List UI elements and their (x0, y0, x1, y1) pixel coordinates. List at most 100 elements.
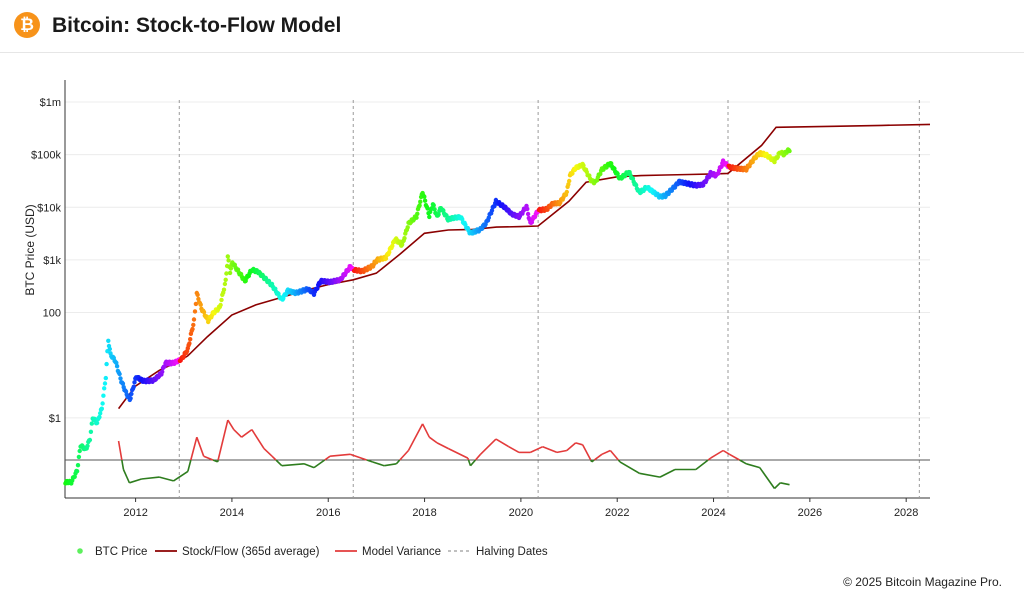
btc-price-point (598, 171, 603, 177)
stock-to-flow-line (117, 123, 931, 410)
x-tick-label: 2020 (509, 507, 533, 519)
copyright-footer: © 2025 Bitcoin Magazine Pro. (843, 575, 1002, 589)
page-title: Bitcoin: Stock-to-Flow Model (52, 14, 342, 37)
btc-price-point (85, 443, 90, 449)
variance-segment (773, 482, 781, 490)
variance-segment (428, 436, 438, 444)
variance-segment (593, 453, 603, 461)
y-axis-label: BTC Price (USD) (23, 204, 37, 295)
x-tick-label: 2012 (123, 507, 147, 519)
bitcoin-logo-icon: ₿ (14, 12, 40, 38)
y-tick-label: $10k (37, 202, 61, 214)
variance-segment (530, 445, 544, 454)
x-tick-label: 2018 (412, 507, 436, 519)
btc-price-point (431, 203, 436, 208)
btc-price-point (221, 287, 227, 292)
x-tick-label: 2014 (220, 507, 244, 519)
variance-segment (407, 423, 424, 451)
variance-segment (479, 438, 497, 455)
variance-segment (436, 442, 449, 450)
btc-price-point (128, 396, 133, 401)
variance-segment (421, 423, 431, 438)
btc-price-point (436, 212, 441, 217)
variance-segment (117, 440, 123, 461)
btc-price-point (195, 292, 200, 297)
variance-segment (448, 447, 469, 459)
btc-price-point (131, 384, 136, 389)
legend-halving-label: Halving Dates (476, 546, 548, 558)
btc-price-point (225, 254, 230, 259)
btc-price-point (75, 463, 81, 468)
legend-btc-price-marker (77, 548, 83, 554)
btc-price-point (525, 206, 530, 212)
btc-price-point (219, 297, 224, 303)
btc-price-point (566, 182, 571, 187)
variance-segment (366, 459, 373, 463)
btc-price-point (432, 207, 437, 212)
variance-segment (508, 446, 520, 454)
x-tick-label: 2028 (894, 507, 918, 519)
btc-price-point (76, 454, 82, 460)
variance-segment (121, 459, 125, 470)
y-tick-label: $1m (40, 97, 61, 109)
variance-segment (695, 459, 709, 471)
variance-segment (159, 476, 174, 482)
chart-header: ₿ Bitcoin: Stock-to-Flow Model (0, 0, 1024, 53)
btc-price-point (102, 386, 107, 391)
btc-price-point (132, 380, 137, 385)
variance-segment (241, 428, 253, 438)
y-tick-label: $1k (43, 255, 61, 267)
btc-price-point (415, 211, 420, 216)
btc-price-point (74, 469, 80, 474)
btc-price-point (187, 341, 192, 346)
btc-price-point (191, 317, 197, 322)
variance-segment (780, 482, 790, 486)
btc-price-point (107, 346, 113, 352)
btc-price-point (100, 401, 105, 406)
btc-price-point (162, 364, 167, 369)
variance-segment (233, 429, 243, 438)
btc-price-point (98, 411, 103, 416)
variance-segment (591, 459, 595, 463)
btc-price-point (114, 360, 119, 365)
variance-segment (173, 470, 189, 482)
variance-segment (384, 463, 397, 467)
btc-price-point (223, 277, 228, 282)
btc-price-point (425, 206, 430, 211)
btc-price-point (88, 429, 94, 434)
variance-segment (212, 459, 218, 463)
btc-price-point (87, 437, 93, 443)
variance-segment (263, 448, 273, 457)
variance-segment (330, 453, 351, 457)
btc-price-point (227, 270, 233, 276)
btc-price-point (77, 448, 82, 454)
btc-price-point (117, 371, 122, 377)
variance-segment (227, 419, 235, 431)
variance-segment (303, 463, 315, 469)
variance-segment (467, 457, 470, 461)
btc-price-point (633, 182, 639, 188)
variance-segment (581, 444, 592, 461)
btc-price-point (228, 266, 234, 271)
btc-price-point (104, 361, 109, 367)
btc-price-point (129, 391, 134, 397)
variance-segment (324, 455, 331, 461)
btc-price-point (427, 214, 432, 220)
btc-price-point (188, 337, 193, 342)
variance-segment (399, 449, 410, 461)
variance-segment (739, 459, 747, 465)
variance-segment (566, 442, 577, 452)
btc-price-point (191, 322, 196, 328)
variance-segment (141, 476, 160, 480)
btc-price-point (383, 256, 389, 261)
x-tick-label: 2024 (701, 507, 725, 519)
variance-segment (190, 436, 198, 461)
btc-price-point (218, 302, 223, 308)
variance-segment (619, 461, 640, 474)
btc-price-point (422, 198, 428, 203)
variance-segment (759, 467, 776, 489)
legend-btc-price-label: BTC Price (95, 546, 147, 558)
btc-price-point (94, 420, 100, 426)
variance-segment (474, 453, 482, 461)
btc-price-point (103, 375, 109, 381)
